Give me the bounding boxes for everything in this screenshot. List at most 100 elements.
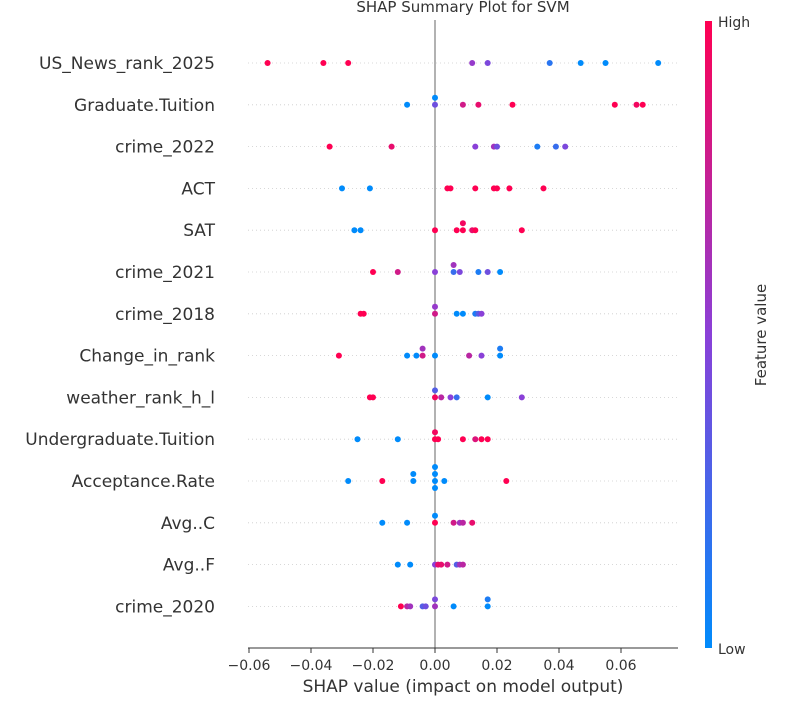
shap-point-avg-f-4 [438,561,445,568]
shap-point-avg-c-6 [459,519,466,526]
shap-point-crime-2020-5 [432,603,438,610]
shap-point-crime-2022-4 [494,143,500,150]
shap-point-undergraduate-tuition-0 [354,436,361,443]
feature-label-undergraduate-tuition: Undergraduate.Tuition [25,430,215,450]
shap-point-crime-2018-3 [432,303,438,310]
shap-point-weather-rank-h-l-2 [432,394,438,401]
shap-point-avg-c-0 [379,519,386,526]
shap-point-graduate-tuition-8 [639,101,646,108]
colorbar-high-label: High [718,15,750,31]
shap-point-avg-f-5 [444,561,451,568]
feature-label-sat: SAT [183,221,215,241]
shap-point-avg-f-1 [407,561,414,568]
shap-point-weather-rank-h-l-6 [453,394,460,401]
shap-point-us-news-rank-2025-3 [469,60,476,66]
shap-point-undergraduate-tuition-4 [435,436,442,443]
shap-point-weather-rank-h-l-1 [370,394,376,401]
shap-point-crime-2022-6 [552,143,559,150]
x-tick-label: 0.06 [605,658,636,674]
shap-point-crime-2021-5 [456,269,463,275]
shap-point-act-4 [472,185,479,192]
shap-point-change-in-rank-6 [466,352,473,359]
shap-point-undergraduate-tuition-7 [478,436,485,443]
shap-point-change-in-rank-4 [419,345,426,352]
x-tick-label: −0.04 [290,658,333,674]
shap-point-undergraduate-tuition-3 [432,429,438,436]
shap-point-graduate-tuition-0 [404,101,411,108]
shap-point-crime-2021-0 [370,269,376,275]
feature-label-weather-rank-h-l: weather_rank_h_l [66,388,215,408]
shap-point-us-news-rank-2025-1 [320,60,327,66]
shap-point-crime-2022-0 [326,143,333,150]
shap-point-acceptance-rate-7 [432,464,438,470]
feature-labels: US_News_rank_2025 Graduate.Tuition crime_2… [25,54,215,617]
shap-point-graduate-tuition-3 [459,101,466,108]
feature-label-change-in-rank: Change_in_rank [79,347,215,367]
shap-point-acceptance-rate-5 [432,471,438,477]
shap-point-us-news-rank-2025-5 [546,60,553,66]
x-tick-label: 0.02 [481,658,512,674]
x-axis-ticks: −0.06 −0.04 −0.02 0.00 0.02 0.04 0.06 [228,648,637,674]
shap-point-sat-1 [357,227,364,234]
x-tick-label: 0.00 [419,658,450,674]
shap-point-avg-c-4 [450,519,457,526]
shap-point-change-in-rank-3 [419,352,426,359]
shap-points [264,60,662,610]
shap-point-acceptance-rate-3 [410,471,417,477]
shap-point-act-1 [366,185,373,192]
shap-point-change-in-rank-9 [497,345,504,352]
shap-point-us-news-rank-2025-6 [577,60,584,66]
shap-point-act-8 [540,185,547,192]
feature-label-crime-2018: crime_2018 [115,305,215,325]
shap-point-change-in-rank-0 [335,352,342,359]
feature-label-crime-2022: crime_2022 [115,138,215,158]
shap-point-sat-4 [459,227,466,234]
shap-point-undergraduate-tuition-6 [472,436,479,443]
shap-point-acceptance-rate-0 [345,478,352,484]
shap-point-crime-2018-5 [459,310,466,317]
x-tick-label: 0.04 [543,658,574,674]
colorbar-low-label: Low [718,642,746,658]
shap-point-crime-2018-4 [453,310,460,317]
shap-point-avg-c-1 [404,519,411,526]
feature-label-crime-2021: crime_2021 [115,263,215,283]
shap-point-crime-2022-7 [562,143,569,150]
colorbar-title: Feature value [752,284,770,386]
shap-point-graduate-tuition-5 [509,101,516,108]
shap-point-crime-2018-1 [360,310,367,317]
shap-point-weather-rank-h-l-7 [484,394,491,401]
shap-point-crime-2020-8 [484,603,491,610]
shap-point-graduate-tuition-6 [611,101,618,108]
shap-point-undergraduate-tuition-1 [394,436,401,443]
shap-point-crime-2021-8 [497,269,504,275]
shap-point-avg-c-3 [432,512,438,519]
feature-label-acceptance-rate: Acceptance.Rate [72,472,215,492]
shap-point-crime-2022-5 [534,143,541,150]
shap-point-weather-rank-h-l-3 [432,387,438,394]
shap-point-crime-2021-6 [475,269,482,275]
shap-point-change-in-rank-8 [497,352,504,359]
shap-point-crime-2020-0 [397,603,404,610]
shap-point-undergraduate-tuition-5 [459,436,466,443]
shap-point-crime-2018-8 [478,310,485,317]
shap-point-crime-2021-2 [432,269,438,275]
shap-point-crime-2021-4 [450,262,457,268]
shap-point-crime-2020-4 [422,603,429,610]
shap-point-change-in-rank-5 [432,352,438,359]
shap-point-avg-f-0 [394,561,401,568]
feature-label-avg-c: Avg..C [161,514,215,534]
shap-point-graduate-tuition-7 [633,101,640,108]
shap-point-weather-rank-h-l-4 [438,394,445,401]
shap-point-graduate-tuition-4 [475,101,482,108]
shap-point-crime-2022-1 [388,143,395,150]
shap-point-crime-2020-2 [407,603,414,610]
feature-label-act: ACT [181,179,215,199]
shap-point-sat-2 [432,227,438,234]
shap-point-crime-2018-2 [432,310,438,317]
shap-point-graduate-tuition-1 [432,101,438,108]
shap-point-weather-rank-h-l-5 [447,394,454,401]
shap-point-avg-c-7 [469,519,476,526]
x-tick-label: −0.02 [352,658,395,674]
shap-point-act-3 [447,185,454,192]
shap-point-change-in-rank-7 [478,352,485,359]
